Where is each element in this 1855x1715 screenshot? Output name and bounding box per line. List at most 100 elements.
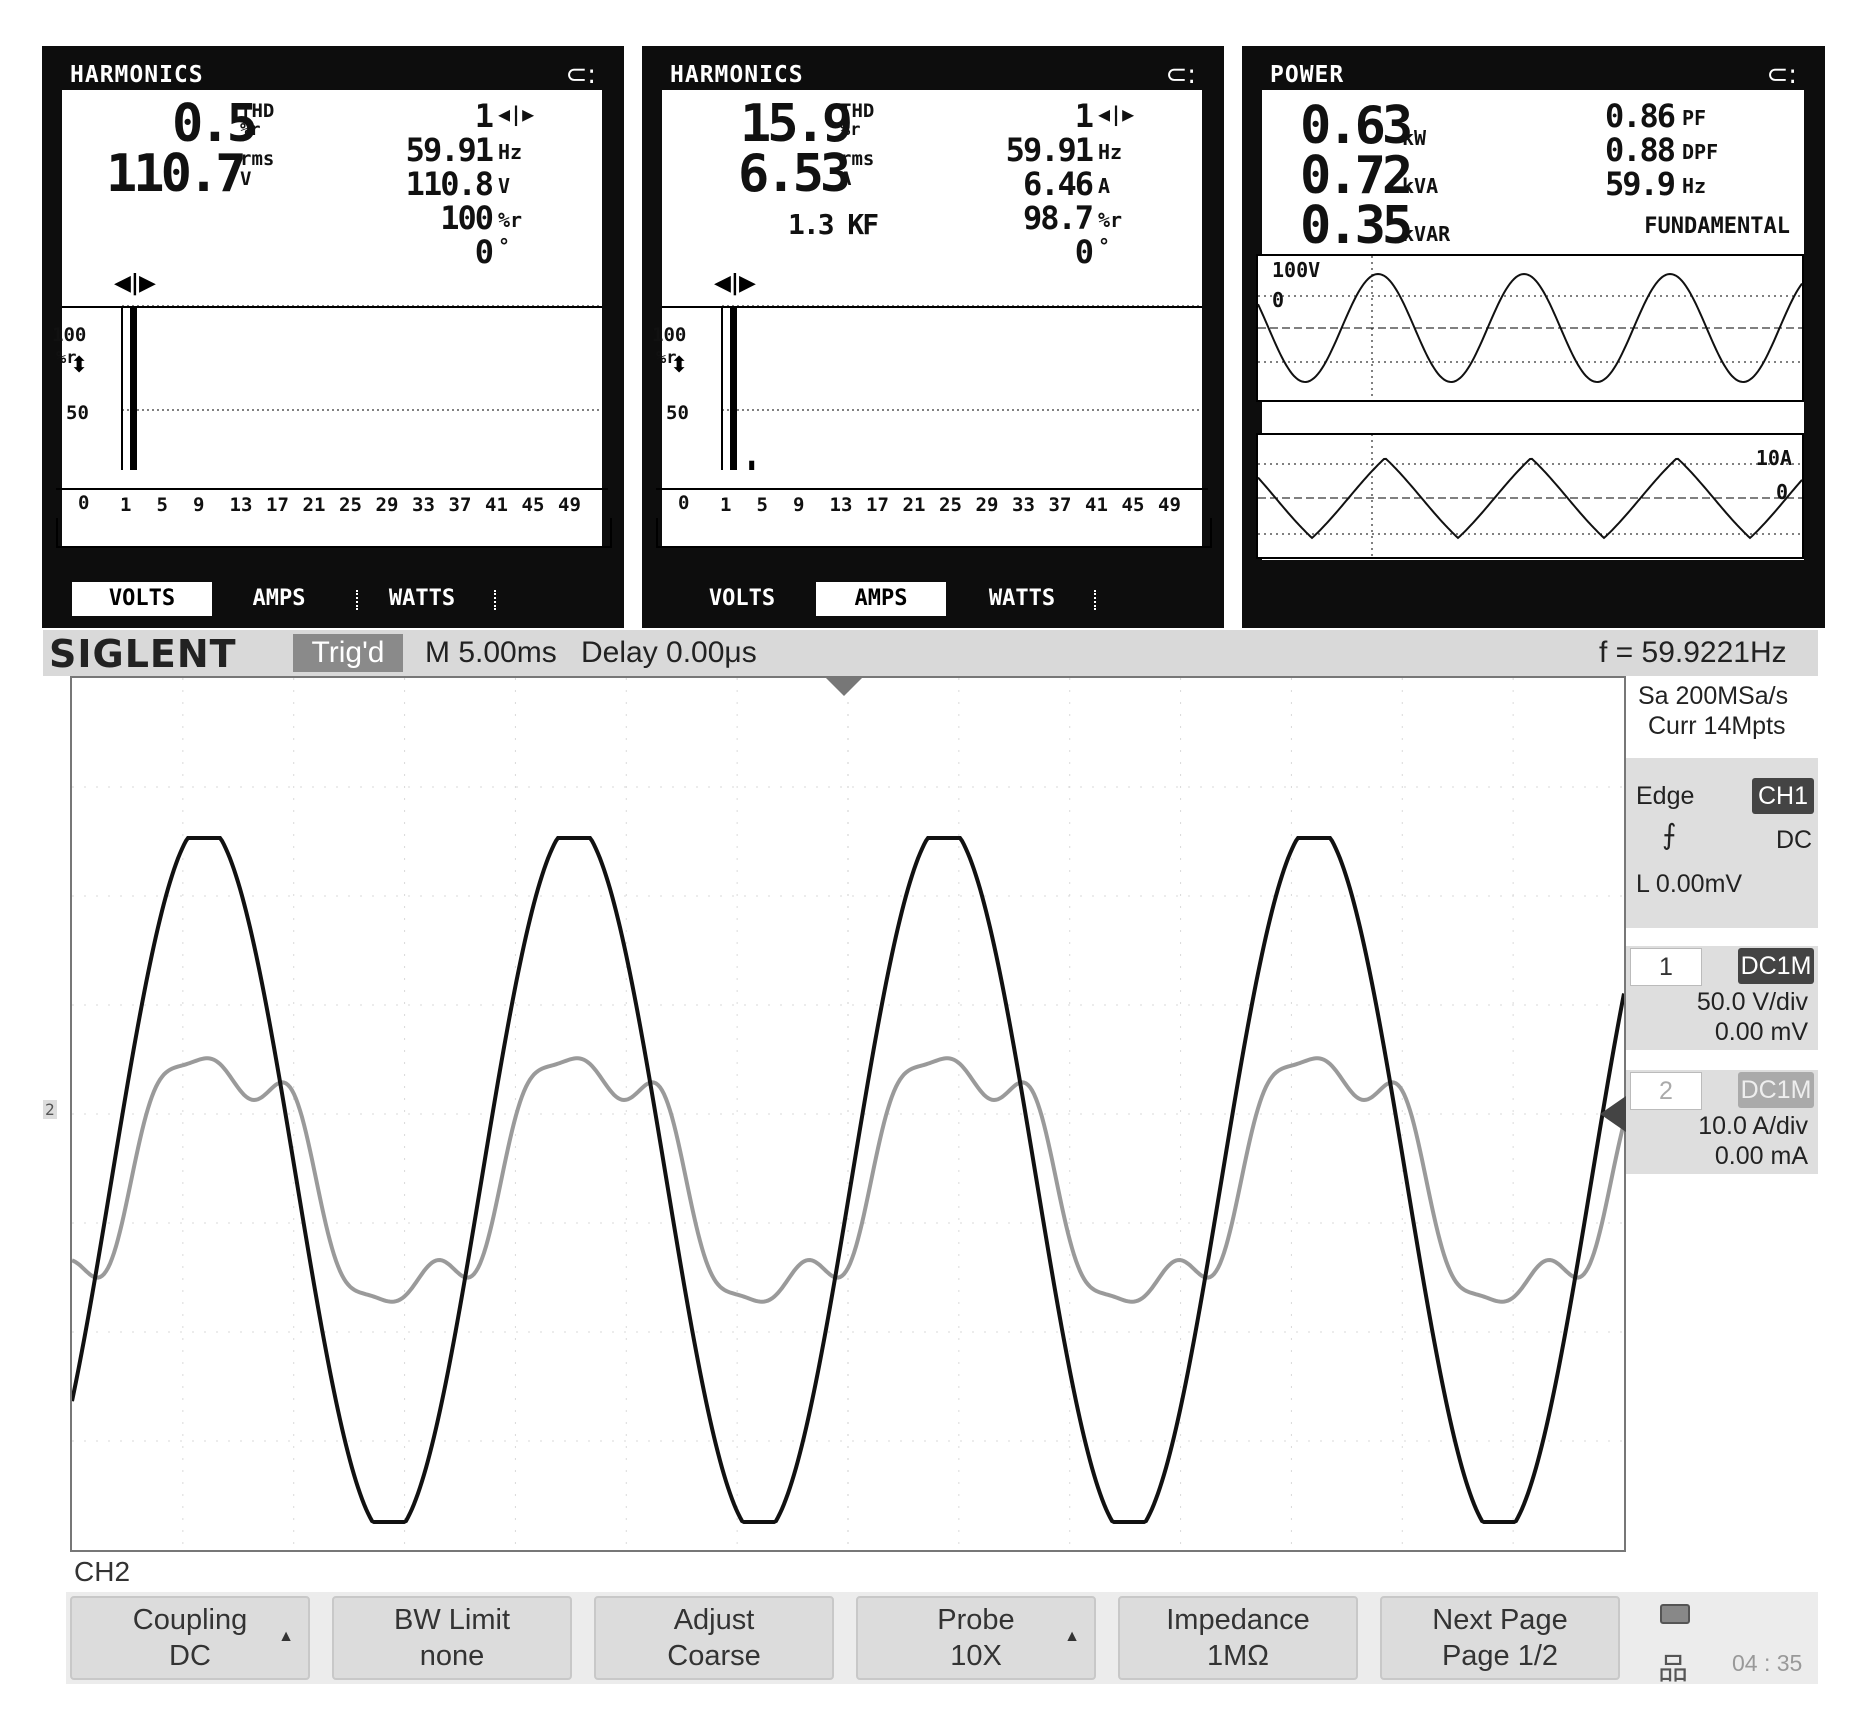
ch1-scale: 50.0 V/div — [1696, 988, 1808, 1016]
x-tick-label: 49 — [558, 494, 581, 516]
y-label-unit: %r — [56, 348, 77, 368]
kvar-value: 0.35 — [1300, 196, 1413, 256]
thd-value: 15.9 — [740, 94, 853, 154]
freq-value: 59.9 — [1604, 165, 1676, 203]
svg-text:◀|▶: ◀|▶ — [114, 271, 156, 296]
power-plug-icon: ⊂: — [565, 60, 596, 90]
x-tick-label: 45 — [521, 494, 545, 516]
power-plug-icon: ⊂: — [1766, 60, 1797, 90]
harmonic-volts-unit: V — [498, 174, 511, 198]
panel-screen: 0.63 kW 0.72 kVA 0.35 kVAR 0.86 PF 0.88 … — [1256, 90, 1804, 560]
ch2-waveform — [71, 1056, 1626, 1304]
y-label-100: 100 — [52, 324, 87, 346]
scope-status-bar: SIGLENT Trig'd M 5.00ms Delay 0.00μs f =… — [43, 630, 1818, 676]
x-tick-label: 29 — [975, 494, 999, 516]
trigger-position-marker[interactable] — [824, 676, 864, 698]
harmonics-bar-chart: ◀|▶ ⬍ — [62, 271, 602, 470]
tab-volts[interactable]: VOLTS — [708, 586, 776, 611]
trigger-delay[interactable]: Delay 0.00μs — [581, 636, 757, 669]
power-panel: POWER ⊂: 0.63 kW 0.72 kVA 0.35 kVAR 0.86… — [1242, 46, 1825, 628]
thd-value: 0.5 — [172, 94, 258, 154]
trigger-panel[interactable]: Edge CH1 ⨍ DC L 0.00mV — [1626, 758, 1818, 928]
harmonic-percent: 98.7 — [1022, 199, 1094, 237]
harmonic-number: 1 — [474, 97, 494, 135]
panel-screen: 15.9 THD %r 6.53 rms A 1.3 KF 1 ◀|▶ 59.9… — [652, 90, 1212, 548]
thd-unit: %r — [840, 120, 861, 140]
rms-unit: V — [240, 168, 252, 190]
ch2-offset-marker[interactable] — [1600, 1096, 1626, 1132]
softkey-value: DC — [169, 1640, 211, 1672]
softkey-label: Coupling — [132, 1604, 248, 1636]
frequency-unit: Hz — [498, 140, 523, 164]
x-tick-label: 5 — [156, 494, 168, 516]
probe-softkey[interactable]: Probe 10X ▲ — [856, 1596, 1096, 1680]
dpf-unit: DPF — [1682, 140, 1719, 164]
x-tick-label: 1 — [720, 494, 732, 516]
bw-limit-softkey[interactable]: BW Limit none — [332, 1596, 572, 1680]
x-tick-label: 9 — [793, 494, 805, 516]
harmonic-volts: 110.8 — [405, 165, 494, 203]
trigger-coupling: DC — [1776, 826, 1813, 854]
svg-text:⬍: ⬍ — [670, 353, 688, 378]
adjust-softkey[interactable]: Adjust Coarse — [594, 1596, 834, 1680]
dpf-value: 0.88 — [1604, 131, 1676, 169]
x-tick-label: 1 — [120, 494, 132, 516]
impedance-softkey[interactable]: Impedance 1MΩ — [1118, 1596, 1358, 1680]
x-tick-label: 33 — [412, 494, 435, 516]
current-scale-label: 10A — [1755, 446, 1792, 470]
ch2-scale: 10.0 A/div — [1698, 1112, 1808, 1140]
trigger-status: Trig'd — [293, 634, 403, 672]
softkey-label: Next Page — [1432, 1604, 1568, 1636]
softkey-label: Probe — [937, 1604, 1015, 1636]
tab-watts[interactable]: WATTS — [388, 586, 456, 611]
ch1-number: 1 — [1630, 948, 1702, 986]
menu-title: CH2 — [74, 1556, 131, 1587]
ch2-number: 2 — [1630, 1072, 1702, 1110]
ch2-info-panel[interactable]: 2 DC1M 10.0 A/div 0.00 mA — [1626, 1070, 1818, 1174]
softkey-label: Impedance — [1166, 1604, 1310, 1636]
harmonic-percent-unit: %r — [1098, 208, 1123, 232]
freq-unit: Hz — [1682, 174, 1707, 198]
softkey-value: Coarse — [667, 1640, 761, 1672]
y-label-50: 50 — [66, 402, 89, 424]
frequency-counter: f = 59.9221Hz — [1599, 636, 1787, 669]
tab-amps[interactable]: AMPS — [816, 582, 946, 616]
x-tick-label: 45 — [1121, 494, 1145, 516]
y-label-100: 100 — [652, 324, 687, 346]
x-tick-label: 17 — [866, 494, 889, 516]
tab-bar: VOLTS AMPS WATTS — [62, 582, 602, 616]
crest-factor: 1.3 KF — [788, 208, 879, 241]
voltage-scale-label: 100V — [1272, 258, 1321, 282]
softkey-label: BW Limit — [394, 1604, 510, 1636]
timebase[interactable]: M 5.00ms — [425, 636, 557, 669]
softkey-label: Adjust — [673, 1604, 755, 1636]
harmonic-bar — [730, 306, 737, 470]
rms-label: rms — [840, 148, 875, 170]
cursor-arrows-icon: ◀|▶ — [1098, 102, 1135, 126]
phase-angle: 0 — [1074, 233, 1094, 271]
panel-title: HARMONICS — [670, 62, 804, 88]
waveform-display — [70, 676, 1626, 1552]
current-zero-label: 0 — [1775, 480, 1788, 504]
tab-volts[interactable]: VOLTS — [72, 582, 212, 616]
coupling-softkey[interactable]: Coupling DC ▲ — [70, 1596, 310, 1680]
ch1-waveform — [70, 836, 1626, 1524]
panel-title: POWER — [1270, 62, 1345, 88]
next-page-softkey[interactable]: Next Page Page 1/2 — [1380, 1596, 1620, 1680]
x-tick-label: 9 — [193, 494, 205, 516]
kva-value: 0.72 — [1300, 146, 1413, 206]
y-label-0: 0 — [678, 492, 690, 514]
power-waveforms — [1256, 254, 1804, 559]
x-tick-label: 37 — [448, 494, 472, 516]
thd-label: THD — [240, 100, 275, 122]
tab-amps[interactable]: AMPS — [252, 586, 306, 611]
phase-unit: ° — [1098, 234, 1111, 258]
ch1-info-panel[interactable]: 1 DC1M 50.0 V/div 0.00 mV — [1626, 946, 1818, 1050]
frequency-unit: Hz — [1098, 140, 1123, 164]
arrow-up-icon: ▲ — [278, 1628, 294, 1645]
tab-watts[interactable]: WATTS — [988, 586, 1056, 611]
siglent-logo: SIGLENT — [49, 632, 237, 676]
softkey-value: 10X — [950, 1640, 1002, 1672]
phase-angle: 0 — [474, 233, 494, 271]
tab-bar: VOLTS AMPS WATTS — [662, 582, 1202, 616]
